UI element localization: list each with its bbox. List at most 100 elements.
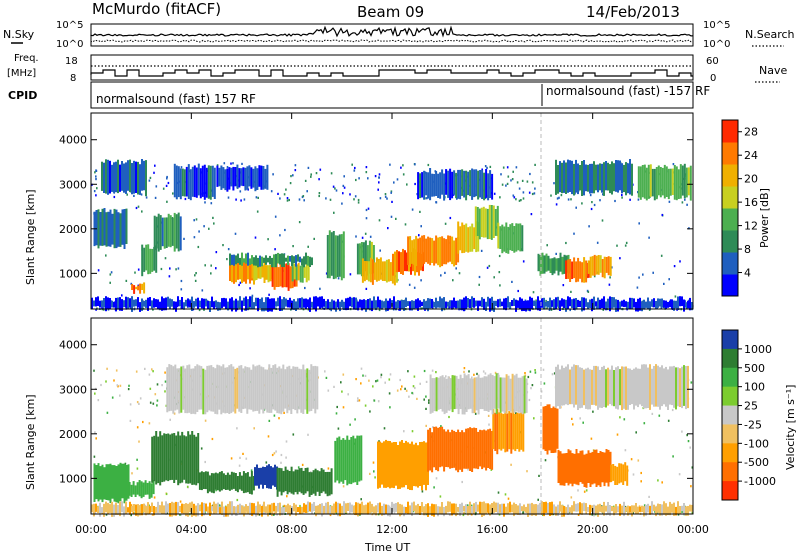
- heatmap-cell: [655, 506, 657, 517]
- heatmap-cell: [365, 261, 368, 280]
- heatmap-cell: [317, 505, 319, 515]
- heatmap-cell: [413, 501, 415, 512]
- heatmap-cell: [171, 299, 173, 307]
- heatmap-cell: [213, 501, 215, 514]
- heatmap-cell: [619, 160, 621, 191]
- heatmap-cell: [107, 297, 109, 309]
- heatmap-cell: [537, 253, 540, 272]
- scatter-point: [468, 370, 470, 373]
- heatmap-cell: [635, 503, 637, 515]
- scatter-point: [212, 216, 214, 219]
- nave-tick-low: 0: [710, 73, 716, 84]
- heatmap-cell: [546, 404, 549, 455]
- scatter-point: [297, 466, 300, 469]
- scatter-point: [193, 236, 196, 239]
- freq-label: Freq.: [14, 53, 39, 64]
- heatmap-cell: [575, 298, 577, 309]
- scatter-point: [121, 294, 123, 297]
- heatmap-cell: [336, 437, 339, 481]
- heatmap-cell: [379, 257, 382, 280]
- heatmap-cell: [185, 299, 187, 307]
- scatter-point: [93, 369, 95, 372]
- heatmap-cell: [647, 367, 649, 408]
- scatter-point: [640, 471, 642, 475]
- heatmap-cell: [191, 501, 193, 517]
- scatter-point: [148, 179, 151, 182]
- heatmap-cell: [379, 299, 381, 309]
- noise-strip: N.Sky 10^5 10^0 10^5 10^0 N.Search: [3, 20, 795, 50]
- heatmap-cell: [288, 365, 291, 411]
- scatter-point: [272, 173, 274, 176]
- heatmap-cell: [459, 299, 461, 311]
- heatmap-cell: [177, 296, 179, 306]
- heatmap-cell: [125, 465, 128, 501]
- heatmap-cell: [369, 501, 371, 514]
- heatmap-cell: [675, 300, 677, 309]
- scatter-point: [141, 210, 143, 213]
- scatter-point: [325, 272, 328, 275]
- heatmap-cell: [513, 298, 515, 306]
- heatmap-cell: [301, 506, 303, 514]
- heatmap-cell: [611, 161, 613, 195]
- freq-tick-low: 8: [70, 73, 76, 84]
- x-tick-label: 00:00: [75, 523, 107, 536]
- heatmap-cell: [579, 261, 582, 279]
- heatmap-cell: [247, 252, 249, 266]
- heatmap-cell: [273, 263, 276, 290]
- scatter-point: [267, 238, 269, 241]
- scatter-point: [373, 470, 375, 473]
- colorbar-tick-label: 20: [744, 173, 758, 186]
- heatmap-cell: [203, 164, 206, 200]
- heatmap-cell: [273, 502, 275, 512]
- heatmap-cell: [523, 504, 525, 512]
- scatter-point: [148, 504, 150, 507]
- scatter-point: [567, 198, 570, 201]
- heatmap-cell: [667, 301, 669, 308]
- heatmap-cell: [471, 223, 474, 252]
- scatter-point: [267, 435, 270, 438]
- heatmap-cell: [609, 256, 612, 276]
- scatter-point: [137, 268, 140, 271]
- heatmap-cell: [240, 475, 243, 491]
- heatmap-cell: [266, 164, 269, 190]
- scatter-point: [507, 497, 510, 500]
- heatmap-cell: [177, 212, 180, 252]
- scatter-point: [330, 309, 332, 312]
- heatmap-cell: [264, 369, 267, 410]
- heatmap-cell: [373, 506, 375, 515]
- heatmap-cell: [245, 296, 247, 311]
- heatmap-cell: [449, 432, 452, 469]
- velocity-colorbar-label: Velocity [m s⁻¹]: [784, 385, 797, 470]
- heatmap-cell: [503, 377, 506, 414]
- heatmap-cell: [299, 256, 301, 263]
- heatmap-cell: [111, 501, 113, 517]
- heatmap-cell: [627, 301, 629, 309]
- scatter-point: [307, 166, 310, 169]
- scatter-point: [425, 380, 428, 383]
- scatter-point: [208, 227, 210, 230]
- heatmap-cell: [201, 165, 204, 197]
- scatter-point: [325, 376, 328, 379]
- heatmap-cell: [485, 301, 487, 311]
- heatmap-cell: [105, 464, 108, 500]
- heatmap-cell: [381, 442, 383, 485]
- heatmap-cell: [127, 464, 130, 499]
- scatter-point: [569, 308, 571, 312]
- scatter-point: [435, 477, 438, 480]
- heatmap-cell: [423, 299, 425, 310]
- scatter-point: [130, 282, 133, 285]
- scatter-point: [215, 307, 218, 310]
- scatter-point: [619, 257, 621, 260]
- heatmap-cell: [622, 464, 625, 485]
- scatter-point: [511, 280, 513, 283]
- heatmap-cell: [329, 301, 331, 311]
- scatter-point: [273, 414, 276, 417]
- scatter-point: [149, 387, 152, 390]
- heatmap-cell: [657, 165, 660, 196]
- scatter-point: [551, 373, 554, 376]
- heatmap-cell: [171, 501, 173, 517]
- colorbar-swatch: [722, 443, 738, 463]
- heatmap-cell: [138, 480, 141, 497]
- heatmap-cell: [284, 369, 287, 409]
- heatmap-cell: [210, 473, 213, 493]
